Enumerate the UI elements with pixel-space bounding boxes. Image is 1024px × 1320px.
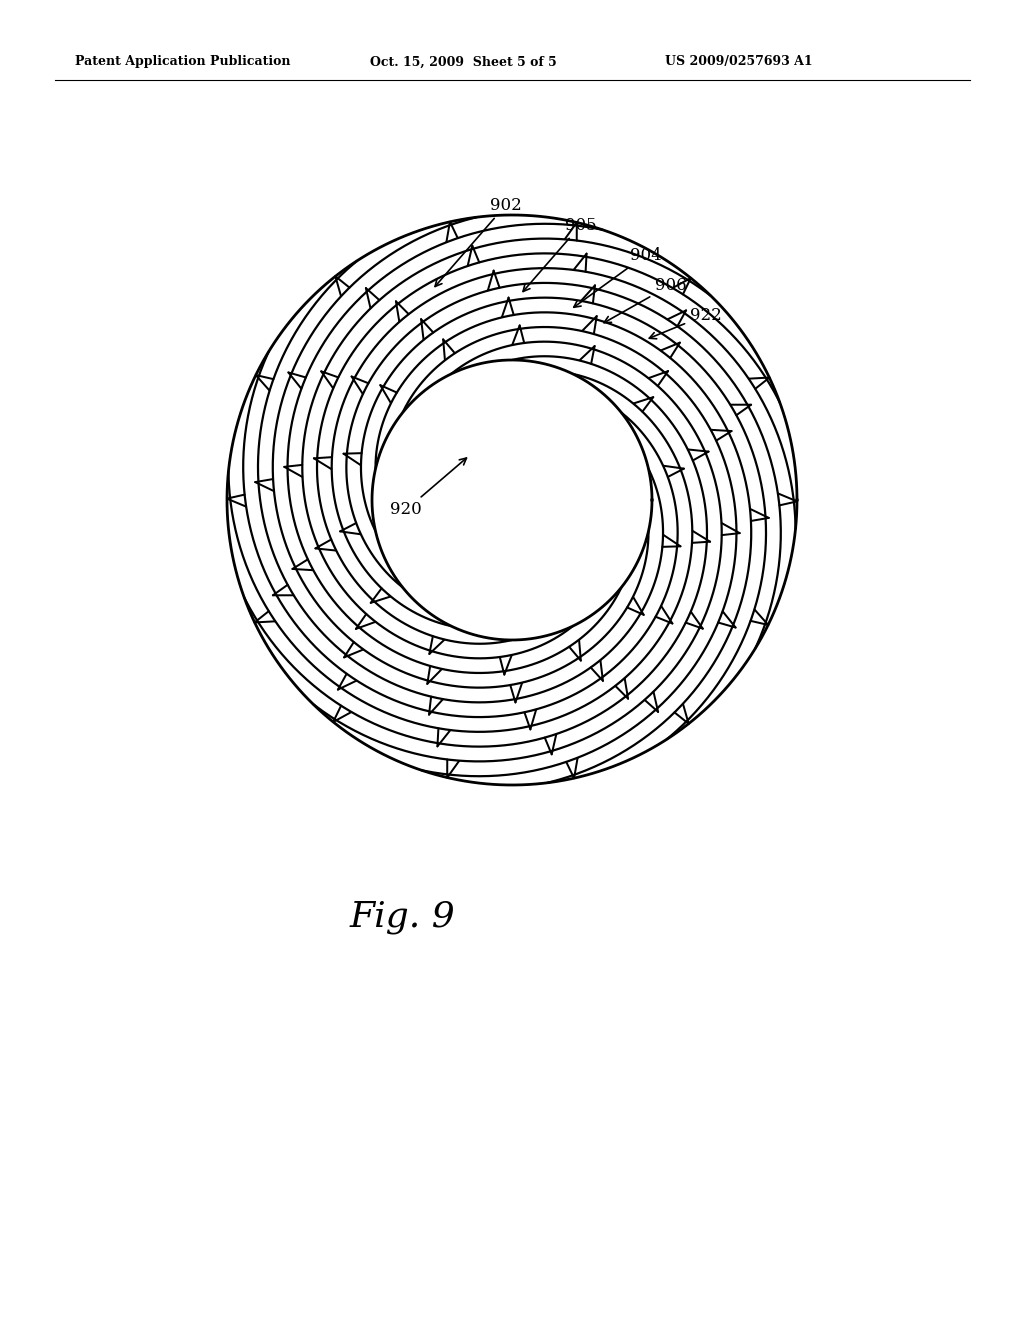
Text: US 2009/0257693 A1: US 2009/0257693 A1 xyxy=(665,55,813,69)
Text: 922: 922 xyxy=(649,306,722,339)
Text: Patent Application Publication: Patent Application Publication xyxy=(75,55,291,69)
Text: Oct. 15, 2009  Sheet 5 of 5: Oct. 15, 2009 Sheet 5 of 5 xyxy=(370,55,557,69)
Text: 905: 905 xyxy=(523,216,597,292)
Text: Fig. 9: Fig. 9 xyxy=(350,900,456,935)
Polygon shape xyxy=(372,360,652,640)
Text: 920: 920 xyxy=(390,458,467,519)
Text: 906: 906 xyxy=(604,276,687,322)
Text: 904: 904 xyxy=(573,247,662,308)
Text: 902: 902 xyxy=(435,197,522,286)
